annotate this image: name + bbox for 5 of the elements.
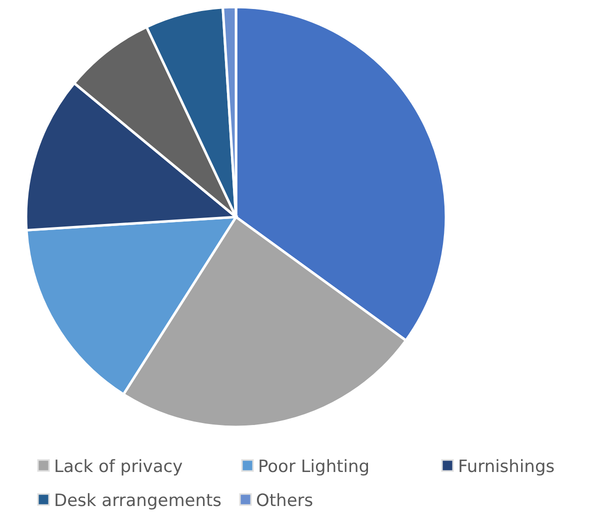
legend-label: Desk arrangements [54,490,222,511]
legend-label: Poor Lighting [258,456,370,477]
legend-label: Others [256,490,314,511]
legend-label: Lack of privacy [54,456,183,477]
legend-label: Furnishings [458,456,555,477]
